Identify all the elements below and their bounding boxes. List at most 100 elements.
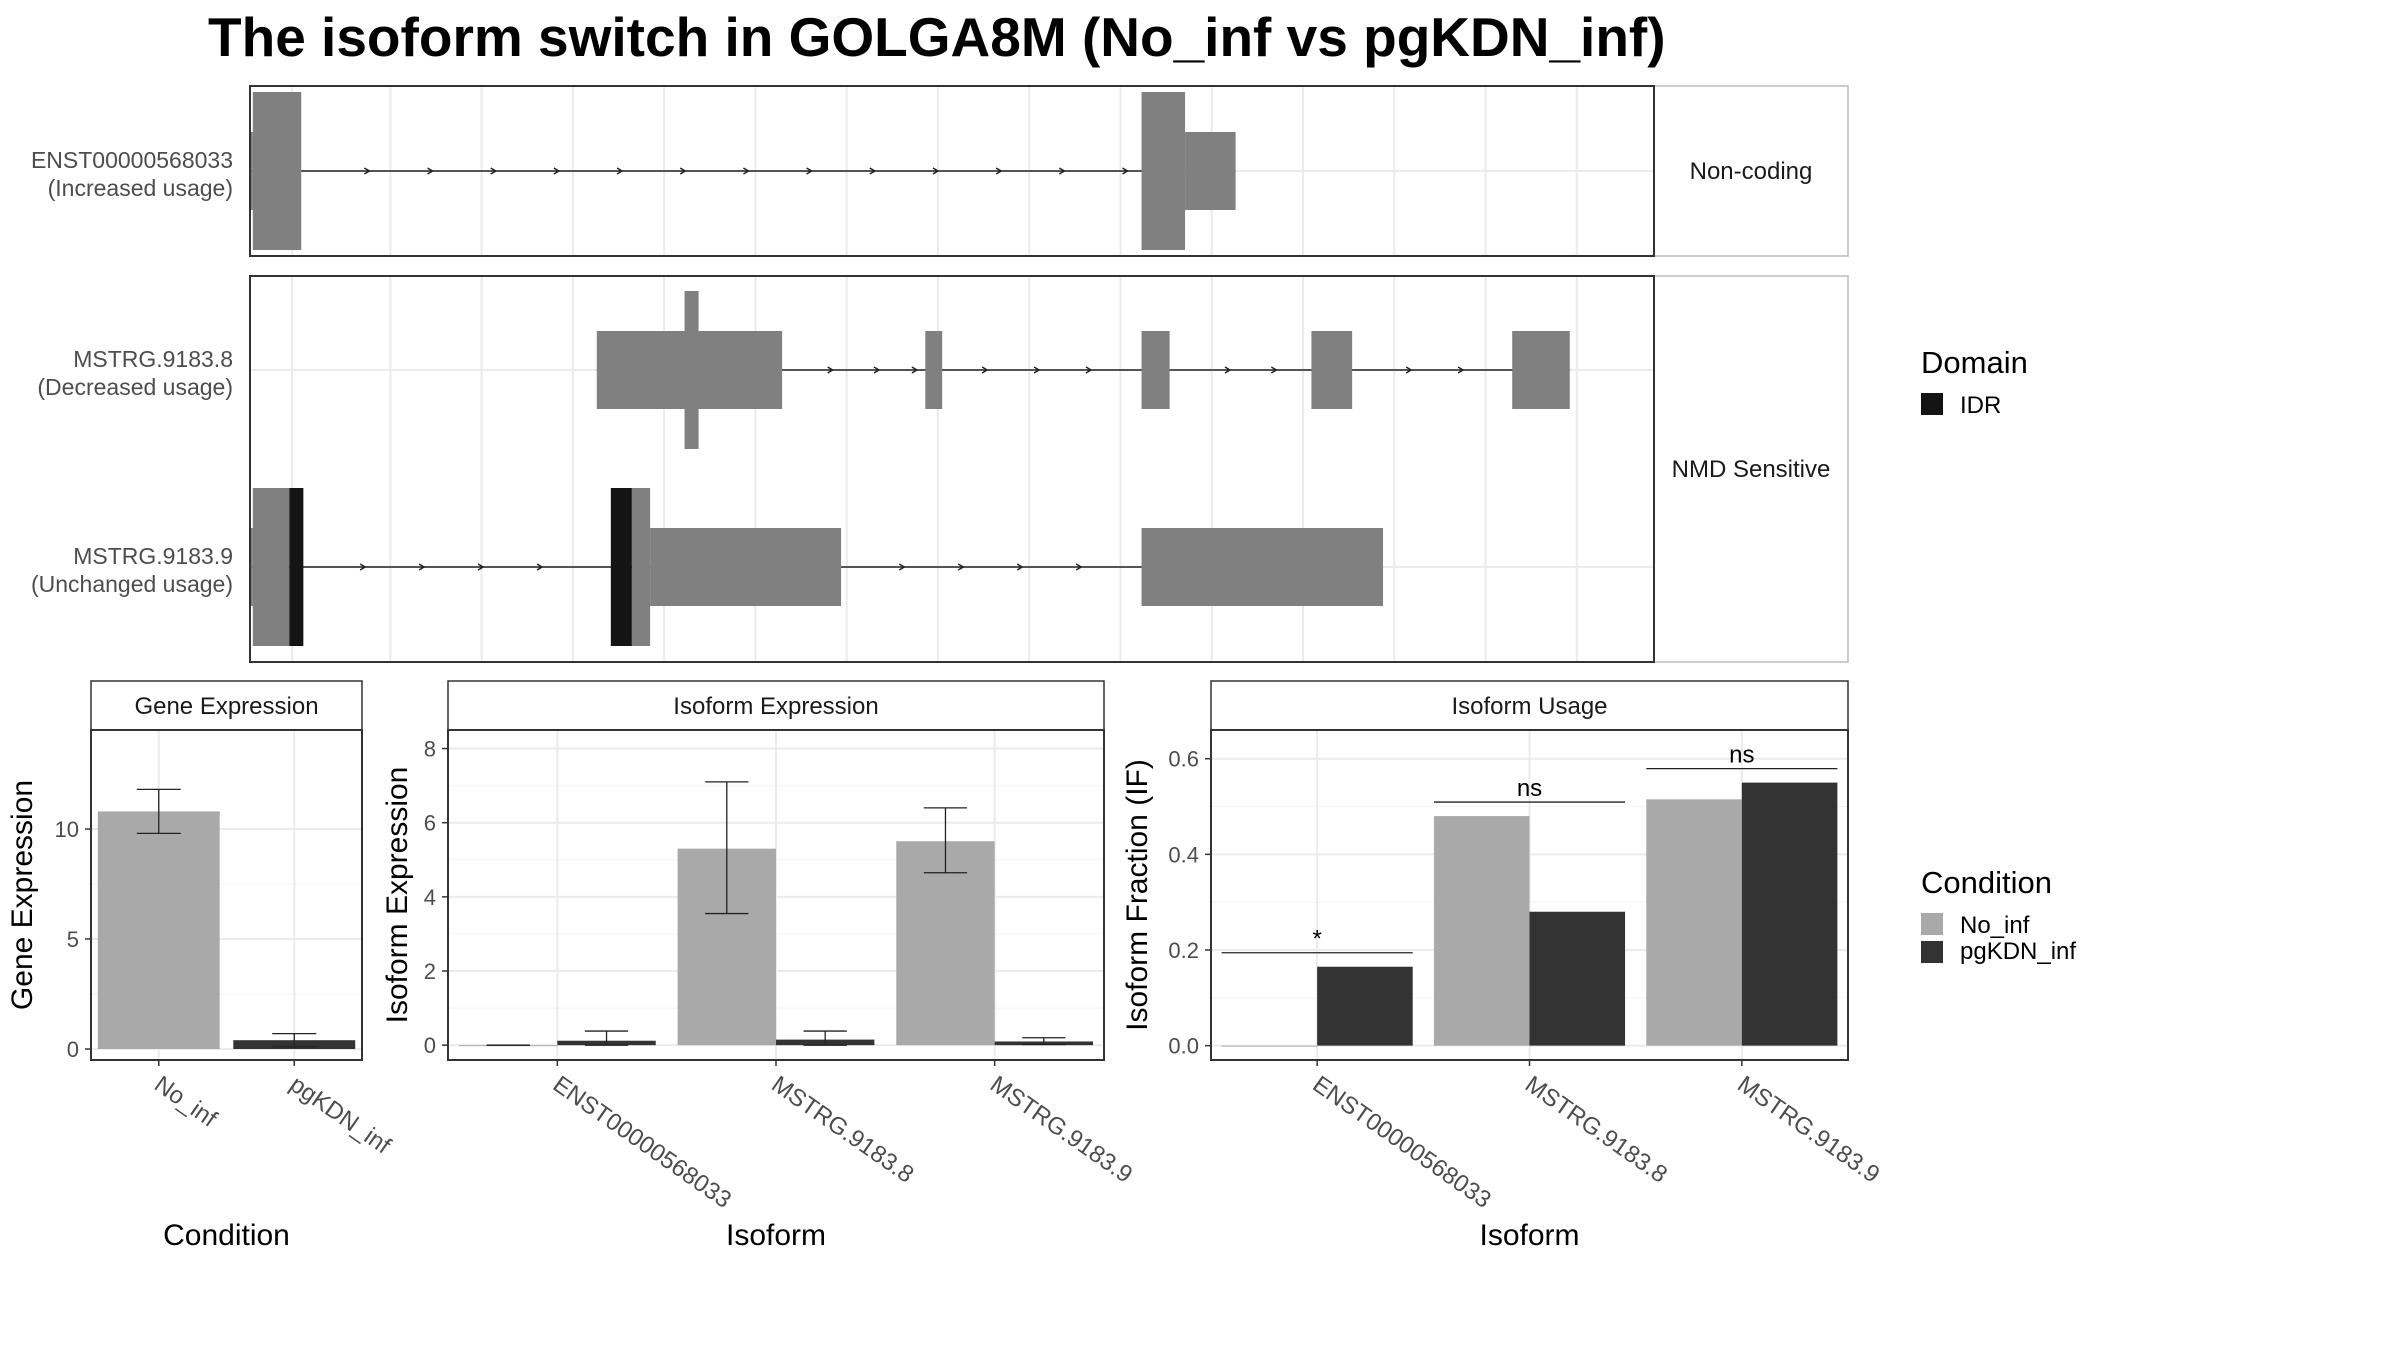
y-tick-label: 6 [424,811,436,836]
y-tick-label: 2 [424,959,436,984]
intron-arrow [911,366,919,374]
y-tick-label: 5 [67,927,79,952]
panel-border [249,275,1655,663]
chart-gene-expression: Gene Expression 0 5 10 Gene Expression No_inf… [6,680,396,1252]
intron-arrow [1122,167,1129,175]
x-axis-label: Isoform [726,1219,826,1252]
chart-isoform-usage: * ns ns Isoform Usage 0.0 0.2 0.4 0.6 Isoform Fr… [1121,680,1884,1252]
intron-arrow [1058,167,1066,175]
exon-block [250,528,253,606]
bar-mstrg-9183-9-no-inf [896,841,995,1046]
x-tick-label: MSTRG.9183.8 [767,1071,919,1189]
intron-arrow [536,563,544,571]
chart-title: Gene Expression [134,693,318,720]
intron-arrow [981,366,989,374]
error-bar [1022,1037,1066,1046]
intron-arrow [616,167,624,175]
facet-strip [1653,275,1849,663]
transcript-label-usage: (Increased usage) [48,175,233,201]
x-tick-label: pgKDN_inf [285,1071,396,1160]
condition-legend-title: Condition [1921,865,2052,900]
bar-enst00000568033-no-inf [1221,1045,1318,1047]
intron-arrow [806,167,814,175]
error-bar [136,788,181,835]
domain-legend-label-idr: IDR [1960,392,2001,419]
exon-block [1311,331,1353,409]
intron-arrow [1457,366,1465,374]
x-tick-label: ENST00000568033 [1308,1071,1496,1214]
x-tick-label: No_inf [149,1071,222,1133]
transcript-label-id: MSTRG.9183.9 [73,543,233,569]
transcript-enst00000568033: ENST00000568033(Increased usage) [31,92,1236,250]
intron-arrow [363,167,371,175]
intron-arrow [1075,563,1083,571]
condition-legend-label-no-inf: No_inf [1960,912,2030,939]
significance-label: ns [1729,742,1754,769]
exon-block [252,92,302,250]
intron-arrow [869,167,877,175]
bar-mstrg-9183-8-no-inf [1433,816,1530,1046]
intron-arrow [1085,366,1093,374]
significance-enst00000568033: * [1221,926,1413,954]
facet-strip [1210,680,1849,731]
bar-mstrg-9183-8-pgkdn-inf [1529,911,1626,1046]
intron-arrow [1405,366,1413,374]
intron-arrow [743,167,750,175]
transcript-panel-nmd-sensitive: NMD Sensitive MSTRG.9183.8(Decreased usag… [31,275,1849,663]
intron-arrow [359,563,367,571]
intron-arrow [1270,366,1278,374]
intron-arrow [427,167,434,175]
exon-block [250,132,253,210]
error-bar [803,1030,847,1046]
intron-arrow [957,563,965,571]
y-tick-label: 0.0 [1168,1034,1199,1059]
chart-isoform-expression: Isoform Expression 0 2 4 6 8 Isoform Expressio… [381,680,1137,1252]
exon-block [252,488,290,646]
panel-border [90,729,363,1061]
error-bar [272,1032,317,1048]
exon-block [1141,92,1186,250]
y-tick-label: 0.4 [1168,842,1199,867]
figure-title: The isoform switch in GOLGA8M (No_inf vs… [208,6,1666,68]
facet-strip [1653,85,1849,257]
chart-title: Isoform Usage [1451,693,1607,720]
intron-arrow [1033,366,1041,374]
transcript-label-id: ENST00000568033 [31,147,233,173]
facet-strip [447,680,1105,731]
y-tick-label: 0 [424,1033,436,1058]
exon-domain-idr [289,488,304,646]
domain-legend-title: Domain [1921,345,2028,380]
bar-enst00000568033-pgkdn-inf [1317,966,1413,1046]
intron-arrow [553,167,561,175]
x-tick-label: MSTRG.9183.9 [1732,1071,1884,1189]
exon-block [631,488,651,646]
condition-legend-label-pgkdn-inf: pgKDN_inf [1960,938,2076,965]
y-tick-label: 0 [67,1037,79,1062]
error-bar [584,1030,629,1046]
y-axis-label: Gene Expression [6,780,39,1010]
facet-strip-label: Non-coding [1690,158,1813,185]
y-axis-label: Isoform Fraction (IF) [1121,759,1154,1031]
intron-arrow [1224,366,1232,374]
intron-arrow [898,563,906,571]
exon-block [1141,528,1384,606]
intron-arrow [995,167,1003,175]
intron-arrow [827,366,835,374]
y-tick-label: 0.6 [1168,747,1199,772]
transcript-structure-plot: Non-coding ENST00000568033(Increased usag… [31,85,1849,663]
panel-background [250,276,1654,662]
intron-arrow [418,563,426,571]
transcript-label-usage: (Decreased usage) [37,374,233,400]
significance-mstrg-9183-9: ns [1646,742,1838,770]
intron-arrow [477,563,485,571]
y-axis-label: Isoform Expression [381,767,414,1024]
y-tick-label: 4 [424,885,436,910]
transcript-mstrg-9183-9: MSTRG.9183.9(Unchanged usage) [31,488,1384,646]
panel-border [249,85,1655,257]
x-tick-label: MSTRG.9183.8 [1520,1071,1672,1189]
exon-block [1141,331,1170,409]
transcript-label-usage: (Unchanged usage) [31,571,233,597]
error-bar [923,807,968,874]
transcript-label-id: MSTRG.9183.8 [73,346,233,372]
